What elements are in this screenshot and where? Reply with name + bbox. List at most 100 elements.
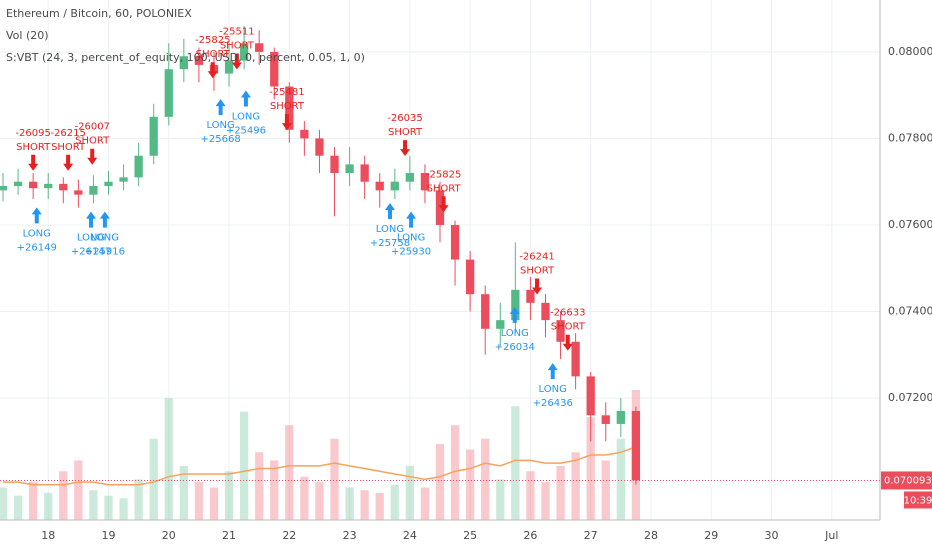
signals: SHORT-26095LONG+26149SHORT-26215LONG+261… bbox=[15, 27, 585, 410]
candle-body bbox=[526, 289, 535, 303]
signal-side: LONG bbox=[397, 233, 425, 244]
candle-body bbox=[631, 410, 641, 481]
candle-body bbox=[541, 302, 550, 321]
short-arrow bbox=[87, 148, 98, 165]
long-arrow bbox=[31, 207, 42, 224]
candle-body bbox=[239, 43, 249, 61]
candle-body bbox=[586, 376, 595, 416]
signal-side: SHORT bbox=[51, 142, 86, 153]
candle-body bbox=[149, 116, 158, 156]
candle-body bbox=[375, 181, 384, 191]
signal-pnl: -25511 bbox=[219, 27, 254, 38]
signal-side: SHORT bbox=[520, 266, 555, 277]
volume-bar bbox=[164, 398, 173, 520]
candles bbox=[0, 25, 641, 485]
short-arrow bbox=[281, 114, 292, 131]
candle-body bbox=[420, 173, 430, 191]
volume-bar bbox=[465, 449, 475, 520]
volume-bar bbox=[571, 452, 580, 520]
candle-body bbox=[59, 183, 68, 191]
candle-body bbox=[0, 186, 8, 191]
signal-side: SHORT bbox=[270, 101, 305, 112]
x-tick-label: 24 bbox=[403, 529, 417, 542]
candle-body bbox=[104, 181, 113, 187]
long-arrow bbox=[86, 211, 97, 228]
volume-bar bbox=[149, 438, 158, 520]
signal-pnl: -26007 bbox=[75, 122, 110, 133]
volume-bar bbox=[420, 487, 430, 520]
candle-body bbox=[134, 155, 143, 178]
y-tick-label: 0.07800000 bbox=[888, 131, 932, 144]
signal-pnl: +26147 bbox=[71, 247, 111, 258]
volume-bar bbox=[315, 482, 324, 520]
signal-side: LONG bbox=[376, 224, 404, 235]
volume-bar bbox=[179, 465, 188, 520]
candle-body bbox=[255, 43, 264, 52]
volume-bar bbox=[270, 460, 279, 520]
volume-bar bbox=[390, 484, 399, 520]
x-tick-label: 28 bbox=[644, 529, 658, 542]
candle-body bbox=[300, 129, 309, 139]
y-tick-label: 0.07600000 bbox=[888, 218, 932, 231]
candle-body bbox=[330, 155, 339, 174]
y-tick-label: 0.07200000 bbox=[888, 391, 932, 404]
signal-pnl: +26034 bbox=[495, 342, 535, 353]
signal-pnl: +25916 bbox=[85, 247, 125, 258]
signal-pnl: -26095 bbox=[15, 128, 50, 139]
volume-bar bbox=[29, 482, 38, 520]
candle-body bbox=[345, 164, 354, 174]
x-tick-label: 27 bbox=[584, 529, 598, 542]
short-arrow bbox=[28, 154, 39, 171]
x-tick-label: 22 bbox=[282, 529, 296, 542]
last-price-label: 0.07009374 bbox=[884, 475, 932, 486]
short-arrow bbox=[532, 278, 543, 295]
x-tick-label: 30 bbox=[765, 529, 779, 542]
volume-bar bbox=[405, 465, 415, 520]
signal-pnl: -26035 bbox=[387, 113, 422, 124]
volume-bar bbox=[526, 471, 535, 520]
candle-body bbox=[556, 320, 565, 342]
signal-side: SHORT bbox=[220, 41, 255, 52]
short-arrow bbox=[562, 334, 573, 351]
signal-side: SHORT bbox=[551, 322, 586, 333]
volume-ma-line bbox=[3, 446, 637, 486]
candle-body bbox=[164, 69, 173, 117]
x-tick-label: 18 bbox=[41, 529, 55, 542]
volume-bar bbox=[224, 471, 234, 520]
candle-body bbox=[44, 183, 53, 189]
signal-pnl: -25481 bbox=[269, 87, 304, 98]
candle-body bbox=[360, 164, 369, 182]
volume-bar bbox=[59, 471, 68, 520]
volume-bar bbox=[556, 465, 565, 520]
volume-bar bbox=[511, 406, 520, 520]
x-tick-label: 23 bbox=[343, 529, 357, 542]
signal-pnl: -25825 bbox=[195, 35, 230, 46]
signal-pnl: +25496 bbox=[226, 126, 266, 137]
long-arrow bbox=[215, 99, 226, 116]
short-arrow bbox=[400, 140, 411, 157]
signal-side: SHORT bbox=[427, 183, 462, 194]
short-arrow bbox=[438, 196, 449, 213]
volume-bar bbox=[300, 476, 309, 520]
long-arrow bbox=[547, 363, 558, 380]
short-arrow bbox=[231, 53, 242, 70]
volume-bar bbox=[285, 425, 294, 520]
signal-side: LONG bbox=[206, 120, 234, 131]
signal-pnl: +25758 bbox=[370, 238, 410, 249]
volume-bar bbox=[13, 495, 23, 520]
x-tick-label: 25 bbox=[463, 529, 477, 542]
signal-side: LONG bbox=[232, 112, 260, 123]
countdown-label: 10:39 bbox=[904, 495, 932, 506]
volume-bar bbox=[119, 498, 128, 520]
volume-bar bbox=[375, 492, 384, 520]
volume-bar bbox=[496, 479, 505, 520]
candle-body bbox=[450, 224, 460, 260]
volume-bar bbox=[586, 417, 595, 520]
signal-pnl: +26436 bbox=[533, 398, 573, 409]
short-arrow bbox=[63, 154, 74, 171]
long-arrow bbox=[384, 203, 395, 220]
candle-body bbox=[496, 320, 505, 329]
long-arrow bbox=[240, 90, 251, 107]
long-arrow bbox=[99, 211, 110, 228]
